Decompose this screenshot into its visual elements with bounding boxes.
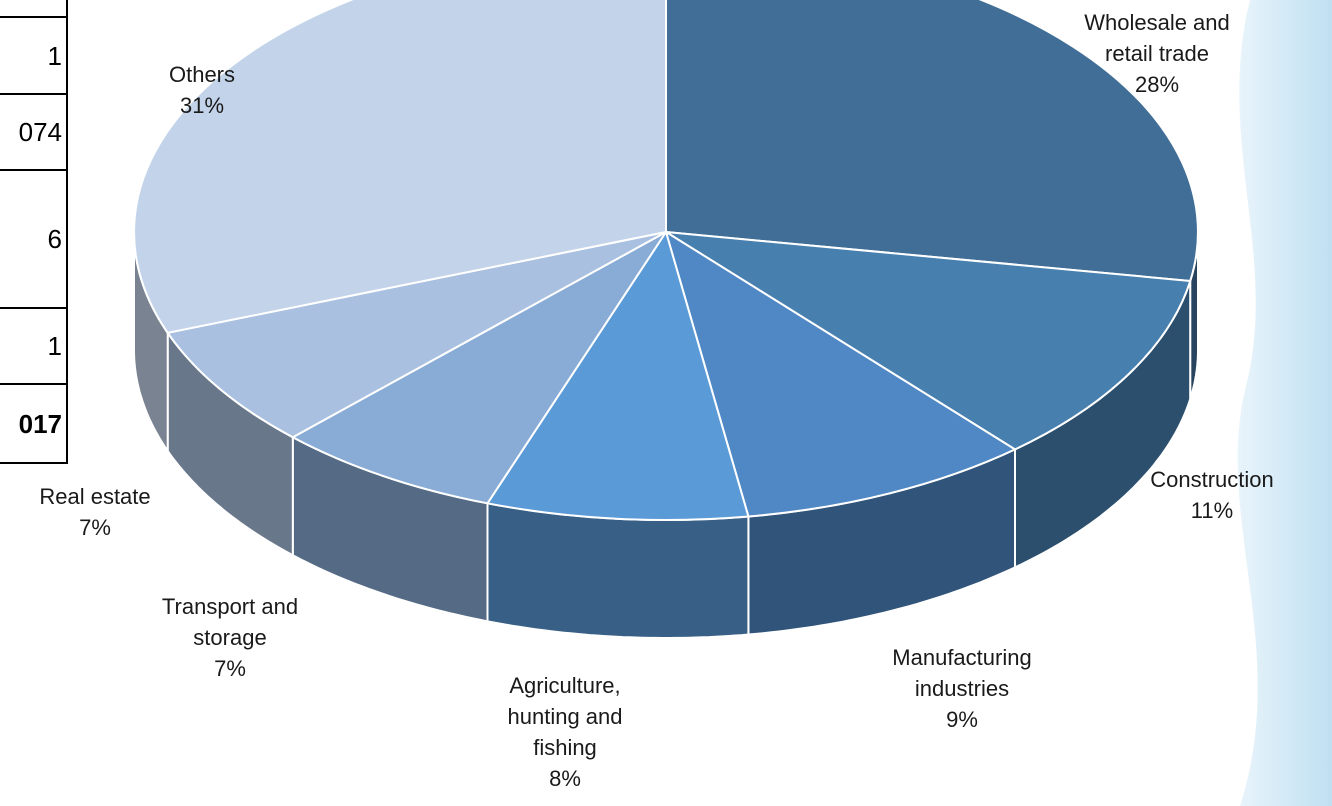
- slice-name-line: Construction: [1150, 467, 1274, 492]
- slice-name-line: Wholesale and: [1084, 10, 1230, 35]
- data-table-fragment: 1 074 6 1 017: [0, 0, 68, 464]
- slice-label-wholesale-and-retail-trade: Wholesale and retail trade 28%: [1084, 10, 1230, 97]
- table-cell: 074: [0, 93, 68, 171]
- pie-slice-real-estate: [166, 231, 667, 439]
- slice-percent: 31%: [180, 93, 224, 118]
- slice-name-line: Agriculture,: [509, 673, 620, 698]
- slice-percent: 9%: [946, 707, 978, 732]
- slice-percent: 7%: [214, 656, 246, 681]
- slice-name-line: Manufacturing: [892, 645, 1031, 670]
- slice-percent: 28%: [1135, 72, 1179, 97]
- slice-label-construction: Construction 11%: [1150, 467, 1274, 523]
- pie-side-walls: [133, 232, 1199, 639]
- slice-name-line: Transport and: [162, 594, 298, 619]
- slice-name-line: storage: [193, 625, 266, 650]
- slice-name-line: industries: [915, 676, 1009, 701]
- slice-name-line: retail trade: [1105, 41, 1209, 66]
- slice-label-others: Others 31%: [169, 62, 235, 118]
- slice-percent: 11%: [1191, 498, 1233, 523]
- table-cell: [0, 0, 68, 18]
- table-cell: 1: [0, 16, 68, 95]
- slice-percent: 7%: [79, 515, 111, 540]
- pie-slice-construction: [665, 231, 1192, 451]
- pie-top-faces: [133, 0, 1199, 521]
- slice-label-real-estate: Real estate 7%: [39, 484, 150, 540]
- pie-slice-agriculture-hunting-and-fishing: [485, 229, 750, 521]
- pie-slice-transport-and-storage: [290, 231, 667, 505]
- slice-label-agriculture-hunting-and-fishing: Agriculture, hunting and fishing 8%: [508, 673, 623, 791]
- pie-slice-manufacturing-industries: [664, 229, 1018, 518]
- table-cell: 1: [0, 307, 68, 385]
- pie-side-agriculture-hunting-and-fishing: [486, 502, 750, 639]
- pie-slice-wholesale-and-retail-trade: [665, 0, 1199, 283]
- table-cell: 6: [0, 169, 68, 309]
- slice-name-line: Others: [169, 62, 235, 87]
- slice-name-line: Real estate: [39, 484, 150, 509]
- slice-label-transport-and-storage: Transport and storage 7%: [162, 594, 298, 681]
- slice-label-manufacturing-industries: Manufacturing industries 9%: [892, 645, 1031, 732]
- slice-percent: 8%: [549, 766, 581, 791]
- table-cell-total: 017: [0, 383, 68, 464]
- pie-labels: Wholesale and retail trade 28% Construction…: [39, 10, 1273, 791]
- slice-name-line: fishing: [533, 735, 597, 760]
- slice-name-line: hunting and: [508, 704, 623, 729]
- pie-slice-others: [133, 0, 667, 334]
